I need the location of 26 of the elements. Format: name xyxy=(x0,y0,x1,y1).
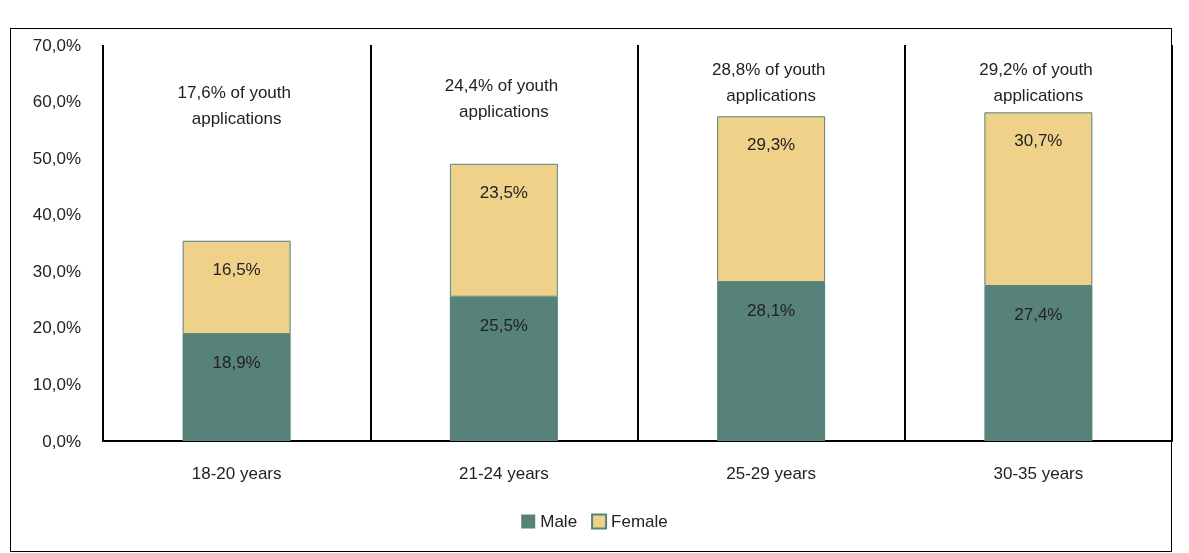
data-label: 25,5% xyxy=(479,315,528,335)
data-label: 18,9% xyxy=(212,353,261,373)
annotation: 24,4% of youth applications xyxy=(444,76,563,122)
x-tick-label: 18-20 years xyxy=(191,464,282,483)
y-tick-label: 10,0% xyxy=(32,374,81,394)
annotation: 28,8% of youth applications xyxy=(712,59,831,105)
legend-label: Female xyxy=(611,512,668,531)
x-tick-label: 25-29 years xyxy=(726,464,817,483)
annotation: 17,6% of youth applications xyxy=(177,82,296,128)
y-tick-label: 40,0% xyxy=(32,205,81,225)
y-tick-label: 50,0% xyxy=(32,148,81,168)
legend-label: Male xyxy=(540,512,578,531)
y-tick-label: 60,0% xyxy=(32,92,81,112)
data-label: 28,1% xyxy=(747,301,796,321)
x-tick-label: 21-24 years xyxy=(458,464,549,483)
data-label: 27,4% xyxy=(1014,304,1063,324)
y-tick-label: 20,0% xyxy=(32,318,81,338)
y-tick-label: 30,0% xyxy=(32,261,81,281)
y-tick-label: 70,0% xyxy=(32,35,81,55)
data-label: 23,5% xyxy=(479,182,528,202)
data-label: 16,5% xyxy=(212,259,261,279)
data-label: 29,3% xyxy=(747,135,796,155)
x-tick-label: 30-35 years xyxy=(993,464,1084,483)
annotation: 29,2% of youth applications xyxy=(979,59,1098,105)
data-label: 30,7% xyxy=(1014,131,1063,151)
y-tick-label: 0,0% xyxy=(42,431,81,451)
